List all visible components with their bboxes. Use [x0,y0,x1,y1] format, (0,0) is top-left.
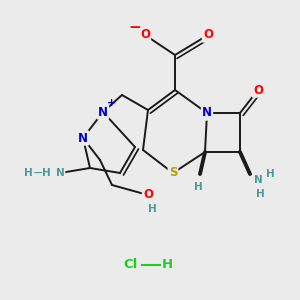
Text: N: N [78,131,88,145]
Text: O: O [143,188,153,202]
Text: Cl: Cl [123,259,137,272]
Text: H: H [194,182,202,192]
Text: −: − [129,20,141,35]
Text: H: H [256,189,264,199]
Text: S: S [169,167,177,179]
Text: +: + [107,98,117,108]
Text: H: H [24,168,32,178]
Text: N: N [98,106,108,118]
Text: H: H [42,168,50,178]
Text: N: N [254,175,262,185]
Text: H: H [148,204,156,214]
Text: N: N [56,168,64,178]
Text: −: − [33,167,43,179]
Text: H: H [161,259,172,272]
Text: O: O [253,83,263,97]
Text: O: O [203,28,213,41]
Text: N: N [202,106,212,119]
Text: H: H [266,169,274,179]
Text: O: O [140,28,150,41]
